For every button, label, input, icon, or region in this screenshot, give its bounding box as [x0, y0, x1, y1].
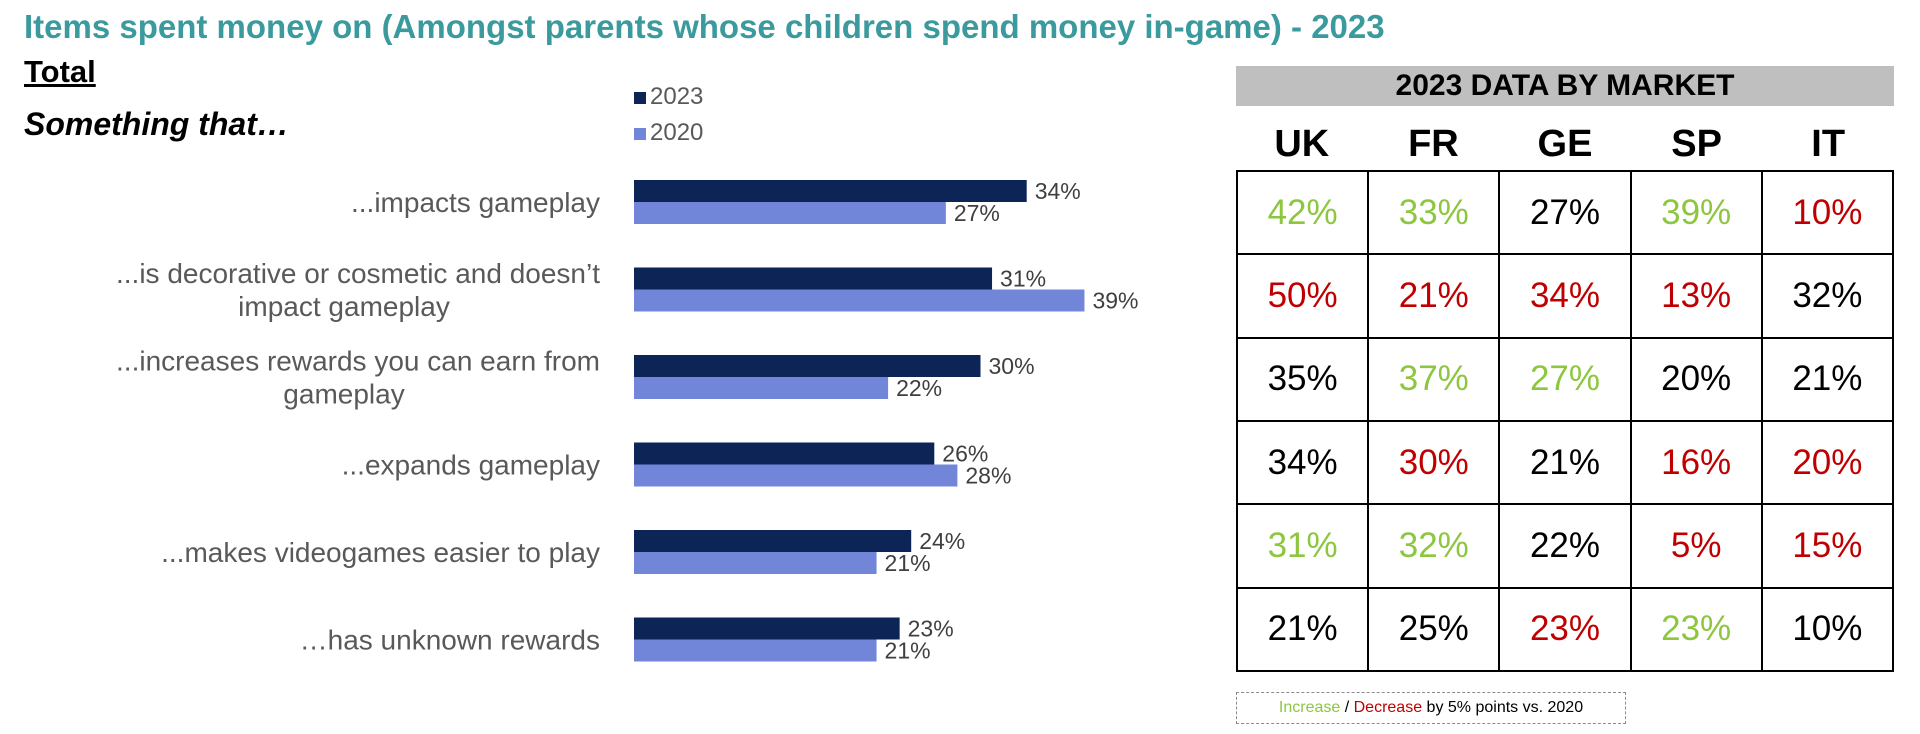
bar-value-label: 23% — [908, 616, 954, 642]
market-cell: 39% — [1629, 169, 1763, 256]
market-cell: 27% — [1498, 169, 1632, 256]
bar-value-label: 27% — [954, 200, 1000, 226]
market-cell: 21% — [1367, 253, 1501, 339]
bar-value-label: 21% — [885, 550, 931, 576]
category-label: ...expands gameplay — [342, 450, 600, 481]
market-row: 21% 25% 23% 23% 10% — [1235, 586, 1895, 673]
chart-title: Items spent money on (Amongst parents wh… — [24, 8, 1385, 45]
market-cell: 33% — [1367, 169, 1501, 256]
note-slash: / — [1340, 699, 1354, 716]
category-label: ...increases rewards you can earn from ga… — [116, 346, 600, 410]
market-cell: 21% — [1760, 336, 1895, 422]
market-cell: 21% — [1235, 586, 1370, 673]
market-cell: 27% — [1498, 336, 1632, 422]
market-col-sp: SP — [1671, 123, 1722, 165]
legend-label-2023: 2023 — [650, 83, 703, 110]
legend-note: Increase / Decrease by 5% points vs. 202… — [1236, 692, 1626, 724]
market-row: 34% 30% 21% 16% 20% — [1235, 419, 1895, 506]
bar-value-label: 21% — [885, 638, 931, 664]
market-cell: 37% — [1367, 336, 1501, 422]
market-col-it: IT — [1811, 123, 1846, 165]
market-cell: 50% — [1235, 253, 1370, 339]
market-cell: 10% — [1760, 586, 1895, 673]
bar-2020 — [634, 202, 946, 224]
bar-2023 — [634, 267, 993, 290]
bar-value-label: 24% — [919, 528, 965, 554]
market-cell: 21% — [1498, 419, 1632, 506]
bar-2020 — [634, 377, 889, 399]
lead-text: Something that… — [24, 106, 289, 142]
market-cell: 34% — [1498, 253, 1632, 339]
bar-2023 — [634, 617, 900, 640]
market-cell: 23% — [1498, 586, 1632, 673]
bar-chart: 2023 2020 ...impacts gameplay 34% 27% ...is d… — [116, 83, 1139, 664]
bar-2020 — [634, 464, 958, 487]
bar-2023 — [634, 355, 981, 377]
bar-2023 — [634, 530, 912, 552]
market-table-title: 2023 DATA BY MARKET — [1236, 66, 1894, 106]
legend-label-2020: 2020 — [650, 119, 703, 146]
market-table: 42% 33% 27% 39% 10% 50% 21% 34% 13% 32% 35% 37% 27% 2… — [1235, 169, 1895, 673]
note-increase: Increase — [1278, 699, 1341, 716]
bar-2020 — [634, 289, 1085, 312]
category-label: ...is decorative or cosmetic and doesn’t… — [116, 258, 600, 322]
market-cell: 20% — [1629, 336, 1763, 422]
market-cell: 5% — [1629, 503, 1763, 589]
legend-swatch-2020 — [634, 128, 646, 140]
market-cell: 35% — [1235, 336, 1370, 422]
market-cell: 16% — [1629, 419, 1763, 506]
market-cell: 32% — [1367, 503, 1501, 589]
market-row: 35% 37% 27% 20% 21% — [1235, 336, 1895, 422]
bar-2023 — [634, 180, 1027, 202]
bar-value-label: 34% — [1035, 178, 1081, 204]
bar-value-label: 22% — [896, 375, 942, 401]
market-row: 31% 32% 22% 5% 15% — [1235, 503, 1895, 589]
market-cell: 31% — [1235, 503, 1370, 589]
bar-2020 — [634, 552, 877, 574]
note-decrease: Decrease — [1353, 699, 1423, 716]
market-cell: 30% — [1367, 419, 1501, 506]
market-cell: 25% — [1367, 586, 1501, 673]
market-cell: 20% — [1760, 419, 1895, 506]
market-row: 42% 33% 27% 39% 10% — [1235, 169, 1895, 256]
market-cell: 42% — [1235, 169, 1370, 256]
bar-2020 — [634, 639, 877, 662]
market-row: 50% 21% 34% 13% 32% — [1235, 253, 1895, 339]
bar-value-label: 39% — [1092, 288, 1138, 314]
category-label: …has unknown rewards — [300, 625, 600, 656]
market-cell: 23% — [1629, 586, 1763, 673]
market-col-uk: UK — [1274, 123, 1330, 165]
market-cell: 22% — [1498, 503, 1632, 589]
bar-value-label: 30% — [989, 353, 1035, 379]
market-col-fr: FR — [1408, 123, 1459, 165]
market-col-ge: GE — [1537, 123, 1593, 165]
market-cell: 13% — [1629, 253, 1763, 339]
market-cell: 34% — [1235, 419, 1370, 506]
market-cell: 10% — [1760, 169, 1895, 256]
note-rest: by 5% points vs. 2020 — [1422, 699, 1584, 716]
category-label: ...impacts gameplay — [351, 187, 600, 218]
bar-2023 — [634, 442, 935, 465]
market-table-header: UK FR GE SP IT — [1236, 118, 1894, 170]
subtitle-total: Total — [24, 54, 96, 89]
market-cell: 15% — [1760, 503, 1895, 589]
market-cell: 32% — [1760, 253, 1895, 339]
bar-value-label: 28% — [965, 463, 1011, 489]
legend-swatch-2023 — [634, 92, 646, 104]
bar-value-label: 26% — [942, 441, 988, 467]
bar-value-label: 31% — [1000, 266, 1046, 292]
category-label: ...makes videogames easier to play — [161, 537, 600, 568]
